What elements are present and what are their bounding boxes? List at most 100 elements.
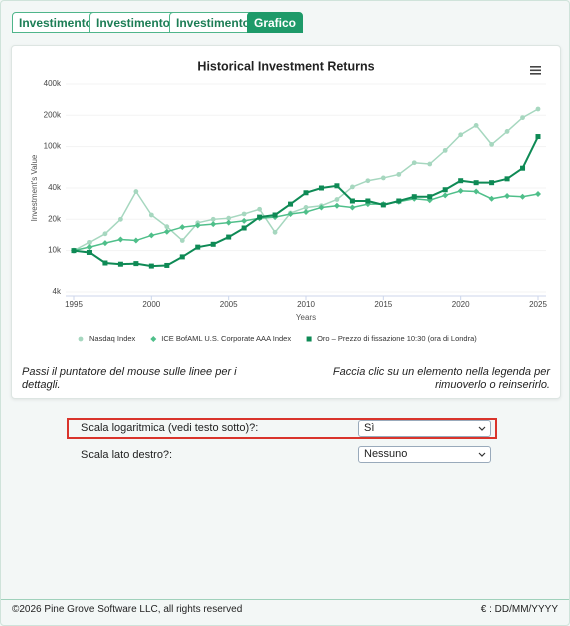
y-tick-label: 4k	[53, 287, 62, 296]
point	[504, 193, 511, 200]
menu-button[interactable]	[530, 66, 541, 75]
y-tick-label: 400k	[44, 79, 62, 88]
x-tick-label: 2025	[529, 300, 547, 309]
point	[458, 178, 464, 184]
point	[520, 115, 525, 121]
y-tick-label: 40k	[48, 183, 62, 192]
point	[427, 161, 433, 167]
point	[442, 187, 448, 193]
point	[349, 198, 355, 204]
point	[380, 175, 386, 181]
point	[333, 202, 340, 209]
point	[102, 231, 108, 237]
tab[interactable]: Investimento 1	[12, 12, 111, 33]
select[interactable]: Nessuno	[358, 446, 491, 463]
point	[132, 237, 139, 244]
point	[179, 224, 186, 231]
legend-symbol	[78, 336, 84, 342]
point	[411, 194, 417, 200]
point	[148, 212, 154, 218]
point	[396, 198, 402, 204]
legend-item[interactable]: Nasdaq Index	[78, 334, 136, 343]
point	[365, 178, 371, 184]
legend-label: Oro – Prezzo di fissazione 10:30 (ora di…	[317, 334, 477, 343]
point	[148, 232, 155, 239]
point	[350, 184, 355, 190]
legend-symbol	[150, 336, 157, 342]
point	[287, 210, 294, 217]
point	[101, 240, 108, 247]
select-value: Sì	[364, 422, 375, 434]
point	[102, 260, 108, 266]
point	[303, 209, 309, 216]
point	[195, 244, 201, 250]
point	[148, 263, 154, 269]
point	[257, 214, 263, 220]
point	[86, 249, 92, 255]
point	[303, 190, 309, 196]
point	[535, 106, 541, 112]
point	[118, 216, 123, 222]
point	[86, 244, 93, 251]
legend-symbol	[306, 336, 312, 342]
y-tick-label: 100k	[44, 142, 62, 151]
point	[504, 129, 510, 134]
x-tick-label: 2015	[374, 300, 392, 309]
x-tick-label: 2010	[297, 300, 315, 309]
point	[427, 194, 433, 200]
x-axis-title: Years	[296, 313, 316, 322]
tab[interactable]: Investimento 3	[169, 12, 268, 33]
point	[241, 211, 247, 217]
footer-left: ©2026 Pine Grove Software LLC, all right…	[12, 604, 243, 615]
point	[334, 197, 340, 202]
point	[504, 176, 510, 182]
footer-rule	[1, 599, 569, 600]
point	[473, 122, 479, 128]
point	[257, 206, 262, 212]
point	[489, 142, 494, 147]
legend-item[interactable]: ICE BofAML U.S. Corporate AAA Index	[150, 334, 291, 343]
chart: Historical Investment Returns Years Inve…	[30, 59, 547, 343]
chevron	[478, 452, 486, 457]
point	[473, 180, 479, 186]
tab[interactable]: Investimento 2	[89, 12, 188, 33]
point	[226, 215, 232, 221]
point	[519, 193, 526, 200]
point	[489, 180, 495, 186]
chart-card: Passi il puntatore del mouse sulle linee…	[11, 45, 561, 399]
point	[411, 160, 417, 166]
series-line	[73, 108, 539, 252]
point	[272, 212, 278, 218]
legend-item[interactable]: Oro – Prezzo di fissazione 10:30 (ora di…	[306, 334, 478, 343]
point	[241, 217, 248, 224]
x-tick-label: 2000	[142, 300, 160, 309]
point	[117, 261, 123, 267]
chart-title: Historical Investment Returns	[197, 59, 374, 73]
select-value: Nessuno	[364, 448, 408, 460]
tab-active[interactable]: Grafico	[247, 12, 304, 33]
point	[164, 262, 170, 268]
series-line	[73, 190, 539, 252]
point	[87, 239, 92, 245]
point	[164, 224, 170, 230]
y-tick-label: 10k	[48, 246, 62, 255]
legend-label: ICE BofAML U.S. Corporate AAA Index	[161, 334, 291, 343]
point	[365, 198, 371, 204]
note: Faccia clic su un elemento nella legenda…	[332, 366, 550, 391]
highlight-box	[67, 418, 497, 439]
point	[194, 222, 201, 229]
point	[179, 238, 185, 243]
y-axis-title: Investment's Value	[30, 154, 39, 221]
series-line	[73, 136, 539, 268]
point	[535, 191, 541, 198]
point	[179, 254, 185, 260]
legend-label: Nasdaq Index	[89, 334, 136, 343]
point	[396, 172, 402, 177]
select[interactable]: Sì	[358, 420, 491, 437]
point	[241, 225, 247, 231]
point	[318, 204, 325, 211]
point	[272, 229, 278, 235]
point	[473, 188, 480, 195]
